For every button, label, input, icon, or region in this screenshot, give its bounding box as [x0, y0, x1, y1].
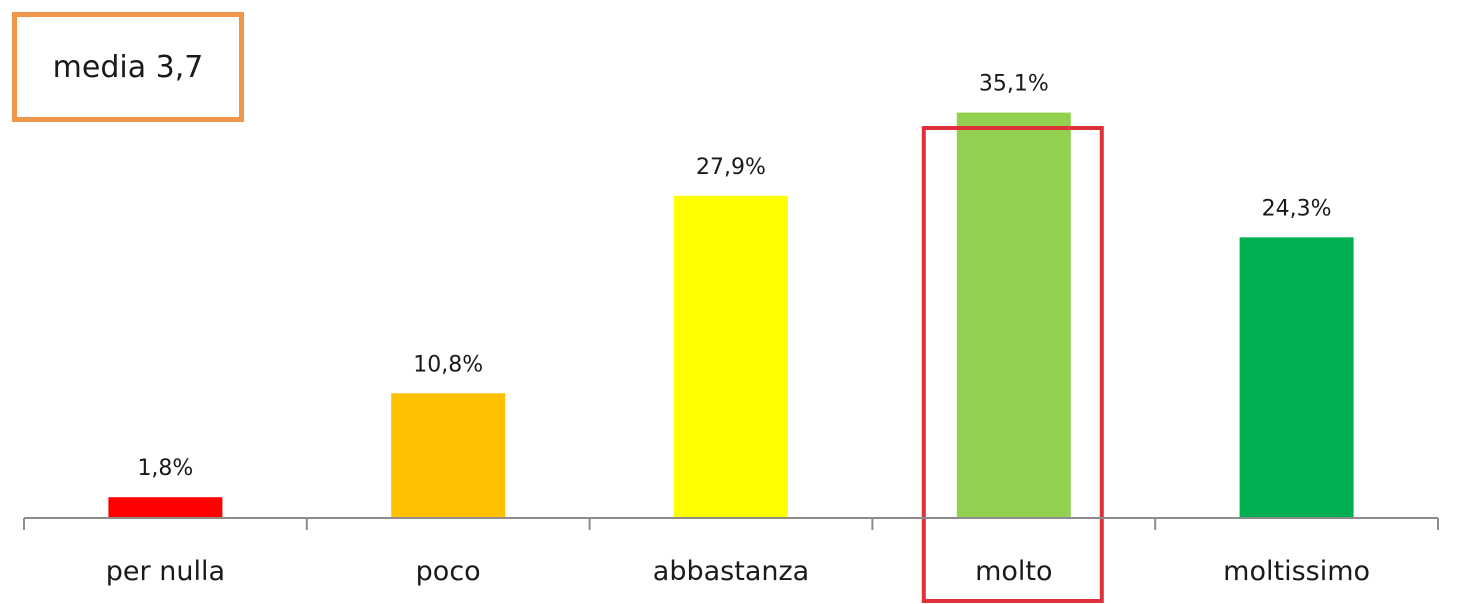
highlight-frame	[921, 126, 1104, 603]
mean-value-box: media 3,7	[12, 12, 244, 122]
data-label-moltissimo: 24,3%	[1262, 196, 1332, 221]
tick-label-abbastanza: abbastanza	[653, 556, 809, 587]
plot-area: 1,8% per nulla 10,8% poco 27,9% abbastanza 35,…	[23, 72, 1439, 603]
tick-label-per-nulla: per nulla	[106, 556, 225, 587]
data-label-molto: 35,1%	[979, 72, 1049, 97]
tick-label-moltissimo: moltissimo	[1223, 556, 1370, 587]
bar-molto	[956, 112, 1071, 518]
mean-value-label: media 3,7	[52, 49, 204, 85]
bar-per-nulla	[108, 497, 223, 518]
data-label-per-nulla: 1,8%	[137, 456, 193, 481]
tick-label-molto: molto	[975, 556, 1052, 587]
tick-label-poco: poco	[416, 556, 481, 587]
data-label-abbastanza: 27,9%	[696, 155, 766, 180]
bar-moltissimo	[1239, 237, 1354, 518]
bar-abbastanza	[674, 195, 788, 518]
data-label-poco: 10,8%	[413, 352, 483, 377]
bar-poco	[391, 393, 506, 518]
